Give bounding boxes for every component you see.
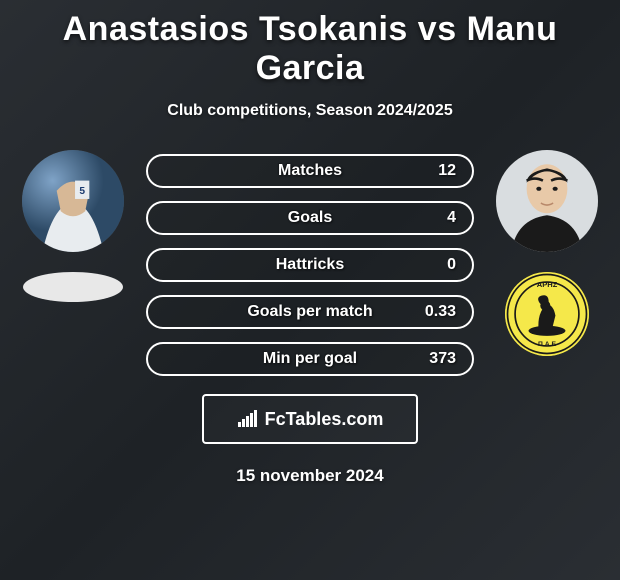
stat-label: Goals bbox=[288, 209, 332, 227]
stat-row-matches: Matches 12 bbox=[146, 154, 474, 188]
stat-row-goals: Goals 4 bbox=[146, 201, 474, 235]
svg-text:ΑΡΗΣ: ΑΡΗΣ bbox=[537, 280, 558, 289]
subtitle: Club competitions, Season 2024/2025 bbox=[10, 102, 610, 120]
player1-column: 5 bbox=[18, 150, 128, 302]
player2-avatar-icon bbox=[496, 150, 598, 252]
stat-label: Min per goal bbox=[263, 350, 357, 368]
svg-text:5: 5 bbox=[79, 186, 85, 197]
svg-text:Π.Α.Ε: Π.Α.Ε bbox=[538, 341, 556, 348]
stat-value-right: 0.33 bbox=[425, 303, 456, 321]
stats-table: Matches 12 Goals 4 Hattricks 0 Goals per… bbox=[146, 154, 474, 376]
infographic-root: Anastasios Tsokanis vs Manu Garcia Club … bbox=[0, 0, 620, 494]
player1-club-placeholder bbox=[23, 272, 123, 302]
player1-name: Anastasios Tsokanis bbox=[63, 10, 408, 48]
player1-avatar: 5 bbox=[22, 150, 124, 252]
stat-label: Hattricks bbox=[276, 256, 344, 274]
main-row: 5 Matches 12 Goals 4 Hattricks 0 Goals p… bbox=[10, 150, 610, 376]
date-text: 15 november 2024 bbox=[10, 466, 610, 486]
stat-row-mpg: Min per goal 373 bbox=[146, 342, 474, 376]
aris-badge-icon: ΑΡΗΣ Π.Α.Ε bbox=[505, 272, 589, 356]
stat-row-gpm: Goals per match 0.33 bbox=[146, 295, 474, 329]
page-title: Anastasios Tsokanis vs Manu Garcia bbox=[10, 10, 610, 88]
vs-separator: vs bbox=[418, 10, 457, 48]
stat-value-right: 373 bbox=[429, 350, 456, 368]
stat-row-hattricks: Hattricks 0 bbox=[146, 248, 474, 282]
stat-value-right: 4 bbox=[447, 209, 456, 227]
stat-value-right: 12 bbox=[438, 162, 456, 180]
stat-value-right: 0 bbox=[447, 256, 456, 274]
player2-column: ΑΡΗΣ Π.Α.Ε bbox=[492, 150, 602, 356]
stat-label: Goals per match bbox=[247, 303, 372, 321]
player2-club-badge: ΑΡΗΣ Π.Α.Ε bbox=[505, 272, 589, 356]
brand-badge: FcTables.com bbox=[202, 394, 418, 444]
bars-icon bbox=[237, 410, 259, 428]
brand-text: FcTables.com bbox=[265, 409, 384, 430]
stat-label: Matches bbox=[278, 162, 342, 180]
player1-avatar-icon: 5 bbox=[22, 150, 124, 252]
player2-avatar bbox=[496, 150, 598, 252]
